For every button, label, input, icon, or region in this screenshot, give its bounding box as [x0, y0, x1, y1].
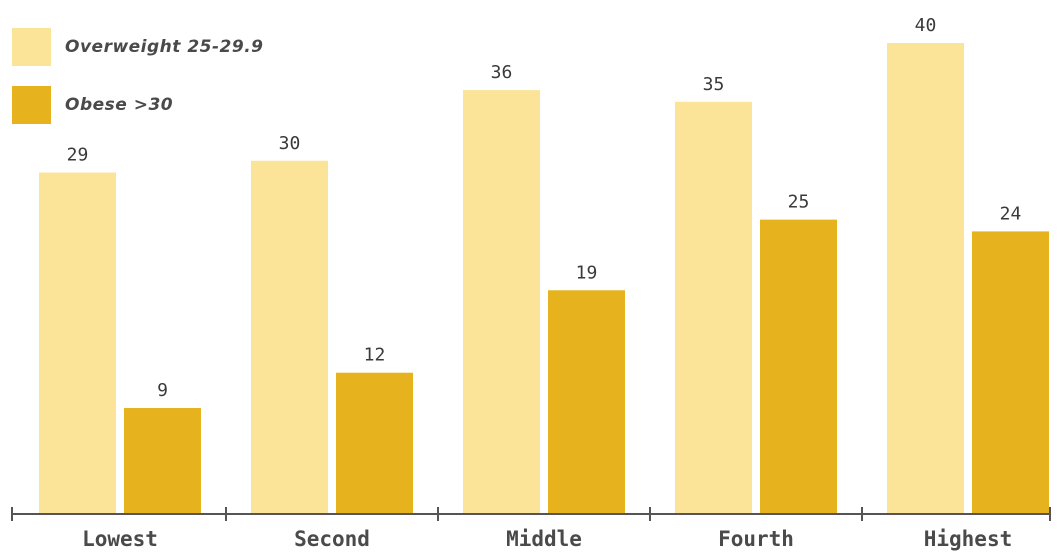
bar-obese-lowest	[124, 408, 201, 514]
bar-obese-highest	[972, 231, 1049, 514]
legend-label-obese: Obese >30	[65, 95, 174, 115]
bar-overweight-middle	[463, 90, 540, 514]
bar-overweight-fourth	[675, 101, 752, 514]
category-label-lowest: Lowest	[82, 527, 158, 551]
legend: Overweight 25-29.9 Obese >30	[12, 28, 263, 144]
value-label-overweight-second: 30	[279, 133, 301, 154]
bar-obese-second	[336, 372, 413, 514]
value-label-overweight-highest: 40	[915, 15, 937, 36]
value-label-obese-second: 12	[364, 345, 386, 366]
value-label-obese-highest: 24	[1000, 203, 1022, 224]
value-label-overweight-fourth: 35	[703, 74, 725, 95]
x-axis	[11, 507, 1051, 521]
category-label-second: Second	[294, 527, 370, 551]
legend-swatch-overweight	[12, 28, 51, 66]
value-labels-group: 29 9 30 12 36 19 35 25 40 24	[67, 15, 1022, 401]
legend-swatch-obese	[12, 86, 51, 124]
bar-obese-middle	[548, 290, 625, 514]
legend-label-overweight: Overweight 25-29.9	[65, 37, 264, 57]
value-label-overweight-middle: 36	[491, 62, 513, 83]
value-label-obese-fourth: 25	[788, 192, 810, 213]
category-label-fourth: Fourth	[718, 527, 794, 551]
bar-overweight-highest	[887, 43, 964, 514]
category-label-highest: Highest	[924, 527, 1013, 551]
category-label-middle: Middle	[506, 527, 582, 551]
category-labels-group: Lowest Second Middle Fourth Highest	[82, 527, 1012, 551]
legend-item-overweight: Overweight 25-29.9	[12, 28, 263, 66]
bar-overweight-lowest	[39, 172, 116, 514]
legend-item-obese: Obese >30	[12, 86, 263, 124]
bar-obese-fourth	[760, 219, 837, 514]
bars-group	[39, 43, 1049, 514]
value-label-overweight-lowest: 29	[67, 145, 89, 166]
value-label-obese-lowest: 9	[157, 380, 168, 401]
value-label-obese-middle: 19	[576, 262, 598, 283]
bar-overweight-second	[251, 160, 328, 514]
